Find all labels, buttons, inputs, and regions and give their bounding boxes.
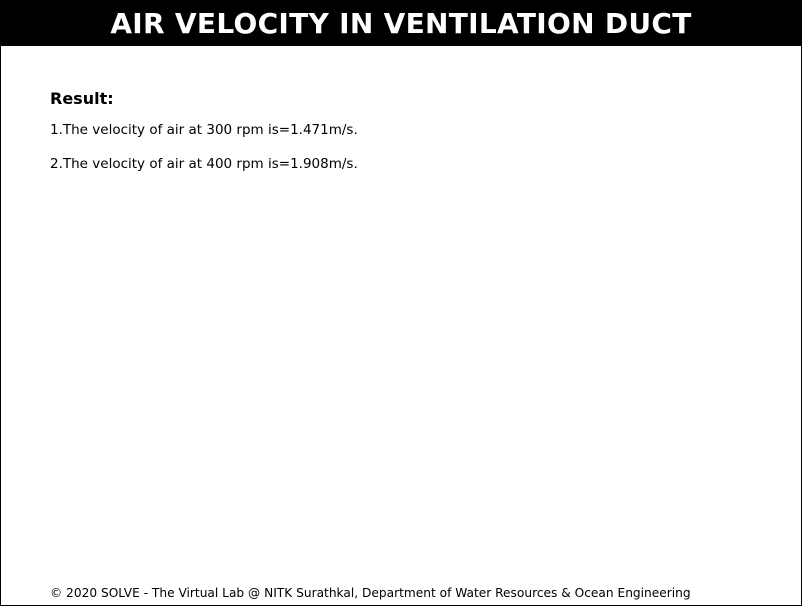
result-heading: Result: (50, 89, 114, 108)
page-title: AIR VELOCITY IN VENTILATION DUCT (110, 7, 692, 40)
title-bar: AIR VELOCITY IN VENTILATION DUCT (1, 1, 801, 46)
result-section: Result: 1.The velocity of air at 300 rpm… (50, 89, 770, 189)
footer-copyright: © 2020 SOLVE - The Virtual Lab @ NITK Su… (50, 586, 691, 600)
result-line-2: 2.The velocity of air at 400 rpm is=1.90… (50, 156, 358, 172)
result-line-1: 1.The velocity of air at 300 rpm is=1.47… (50, 122, 358, 138)
